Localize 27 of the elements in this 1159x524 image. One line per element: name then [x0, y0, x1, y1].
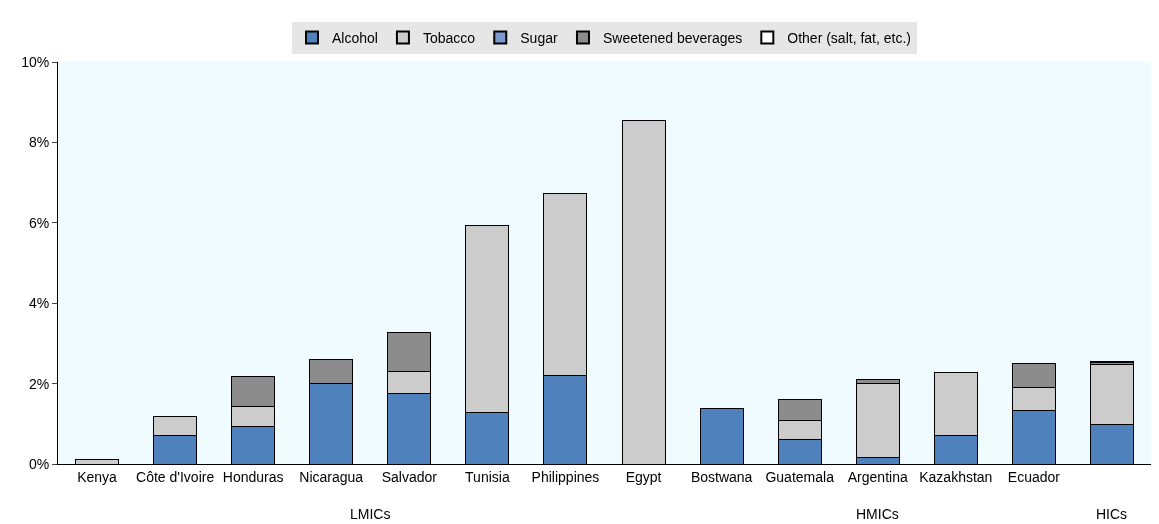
legend-label: Sugar	[520, 30, 558, 47]
text: LMICs	[350, 506, 391, 522]
x-tick-label: Kazakhstan	[919, 468, 993, 485]
legend-label: Sweetened beverages	[602, 30, 743, 47]
x-tick-label: Honduras	[222, 468, 284, 485]
x-tick-label: Bostwana	[690, 468, 753, 485]
x-tick-label: Argentina	[847, 468, 908, 485]
y-tick-label: 6%	[28, 214, 50, 231]
x-tick-label: Côte d'Ivoire	[136, 468, 215, 485]
x-tick-label: Tunisia	[465, 468, 510, 485]
y-tick-label: 4%	[28, 295, 50, 312]
text: HICs	[1096, 506, 1128, 522]
legend-label: Alcohol	[332, 30, 378, 47]
y-tick-label: 8%	[28, 134, 50, 151]
x-tick-label: Ecuador	[1007, 468, 1061, 485]
y-tick-label: 0%	[28, 455, 50, 472]
x-tick-label: Nicaragua	[299, 468, 364, 485]
x-tick-label: Salvador	[381, 468, 438, 485]
legend-label: Other (salt, fat, etc.)	[787, 30, 912, 47]
x-tick-label: Kenya	[77, 468, 118, 485]
x-tick-label: Guatemala	[765, 468, 835, 485]
x-tick-label: Philippines	[531, 468, 600, 485]
x-tick-label: Egypt	[625, 468, 662, 485]
text: HMICs	[856, 506, 899, 522]
legend-label: Tobacco	[422, 30, 476, 47]
y-tick-label: 2%	[28, 375, 50, 392]
y-tick-label: 10%	[21, 53, 50, 70]
